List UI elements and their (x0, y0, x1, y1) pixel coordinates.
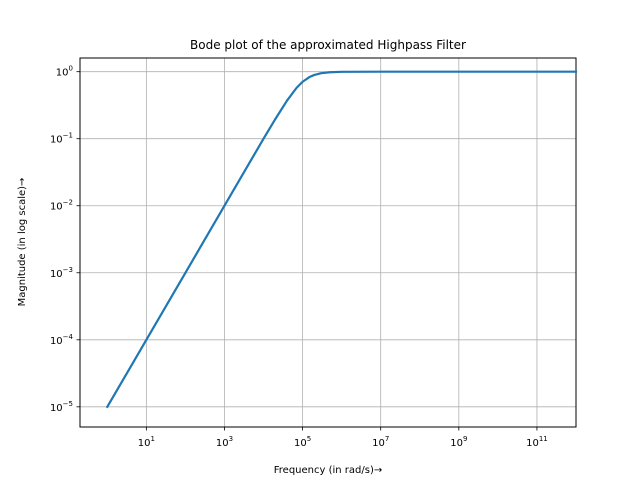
x-tick-label: 105 (294, 435, 311, 449)
magnitude-line (105, 70, 578, 409)
y-tick-label: 10−3 (50, 266, 73, 280)
y-tick-base: 10 (50, 202, 63, 213)
x-tick-label: 109 (450, 435, 467, 449)
x-tick-base: 10 (294, 438, 307, 449)
x-tick-exponent: 7 (385, 435, 389, 443)
grid (80, 58, 576, 427)
x-tick-exponent: 11 (539, 435, 548, 443)
x-tick-base: 10 (526, 438, 539, 449)
y-tick-exponent: −1 (63, 132, 73, 140)
x-tick-label: 101 (138, 435, 155, 449)
x-tick-exponent: 3 (229, 435, 233, 443)
series-layer (105, 70, 578, 409)
y-tick-label: 10−4 (50, 333, 74, 347)
y-tick-label: 100 (56, 65, 73, 79)
chart-title: Bode plot of the approximated Highpass F… (190, 38, 466, 52)
x-tick-base: 10 (372, 438, 385, 449)
y-tick-label: 10−5 (50, 400, 73, 414)
y-tick-exponent: −4 (63, 333, 74, 341)
y-tick-exponent: 0 (69, 65, 73, 73)
y-tick-label: 10−1 (50, 132, 73, 146)
y-tick-base: 10 (50, 403, 63, 414)
y-tick-exponent: −2 (63, 199, 73, 207)
y-tick-exponent: −5 (63, 400, 73, 408)
y-axis-label: Magnitude (in log scale)→ (17, 178, 28, 307)
x-tick-exponent: 9 (463, 435, 467, 443)
plot-frame (79, 57, 577, 428)
x-tick-label: 1011 (526, 435, 548, 449)
x-tick-base: 10 (216, 438, 229, 449)
y-tick-exponent: −3 (63, 266, 73, 274)
y-tick-base: 10 (50, 135, 63, 146)
x-axis-label: Frequency (in rad/s)→ (274, 465, 382, 476)
x-tick-base: 10 (138, 438, 151, 449)
x-tick-exponent: 5 (307, 435, 311, 443)
x-tick-base: 10 (450, 438, 463, 449)
x-tick-label: 107 (372, 435, 389, 449)
x-axis-ticks: 101 103 105 107 109 1011 (138, 427, 548, 449)
y-tick-base: 10 (50, 336, 63, 347)
y-tick-label: 10−2 (50, 199, 73, 213)
y-tick-base: 10 (50, 269, 63, 280)
x-tick-label: 103 (216, 435, 233, 449)
x-tick-exponent: 1 (150, 435, 154, 443)
y-tick-base: 10 (56, 68, 69, 79)
